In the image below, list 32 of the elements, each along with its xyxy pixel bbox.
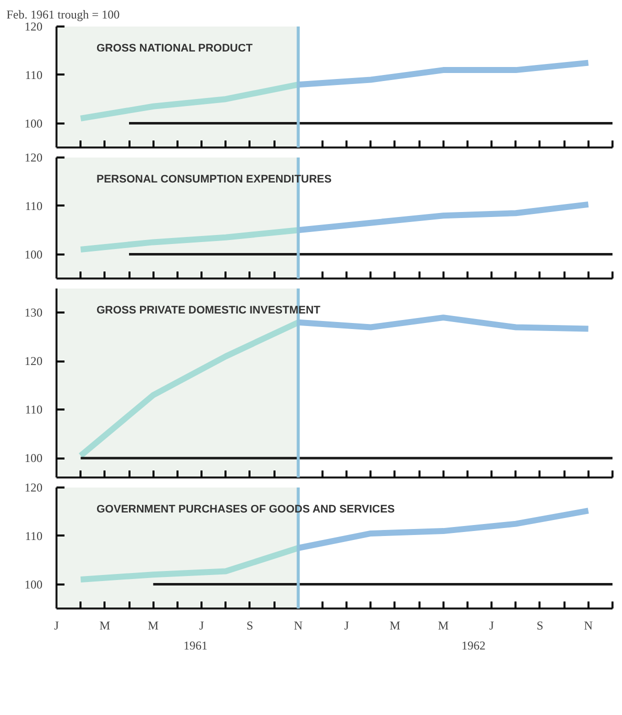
y-tick-label: 110 (24, 198, 43, 213)
text: GROSS PRIVATE DOMESTIC INVESTMENT (96, 304, 321, 316)
text: 1961 (184, 638, 208, 652)
chart-subtitle: Feb. 1961 trough = 100 (6, 8, 120, 22)
x-tick-label: M (438, 618, 449, 632)
y-tick-label: 100 (24, 577, 42, 592)
y-tick-label: 100 (24, 247, 42, 262)
text: 1962 (462, 638, 486, 652)
x-tick-label: M (148, 618, 159, 632)
y-tick-label: 100 (24, 116, 42, 130)
text: GROSS NATIONAL PRODUCT (96, 42, 253, 54)
y-tick-label: 120 (24, 20, 42, 34)
x-tick-label: J (54, 618, 60, 632)
x-tick-label: S (536, 618, 544, 632)
y-tick-label: 110 (24, 528, 43, 543)
x-tick-label: N (294, 618, 303, 632)
x-tick-label: S (246, 618, 254, 632)
y-tick-label: 100 (24, 451, 42, 466)
text: PERSONAL CONSUMPTION EXPENDITURES (96, 174, 332, 186)
y-tick-label: 110 (24, 402, 43, 417)
y-tick-label: 120 (24, 354, 42, 368)
y-tick-label: 120 (24, 150, 42, 164)
y-tick-label: 110 (24, 68, 43, 82)
x-tick-label: J (489, 618, 494, 632)
text: GOVERNMENT PURCHASES OF GOODS AND SERVICES (96, 504, 395, 516)
x-tick-label: J (199, 618, 204, 632)
x-tick-label: M (390, 618, 401, 632)
x-tick-label: N (584, 618, 593, 632)
y-tick-label: 130 (24, 306, 42, 320)
x-tick-label: J (344, 618, 350, 632)
x-tick-label: M (100, 618, 111, 632)
y-tick-label: 120 (24, 480, 42, 494)
